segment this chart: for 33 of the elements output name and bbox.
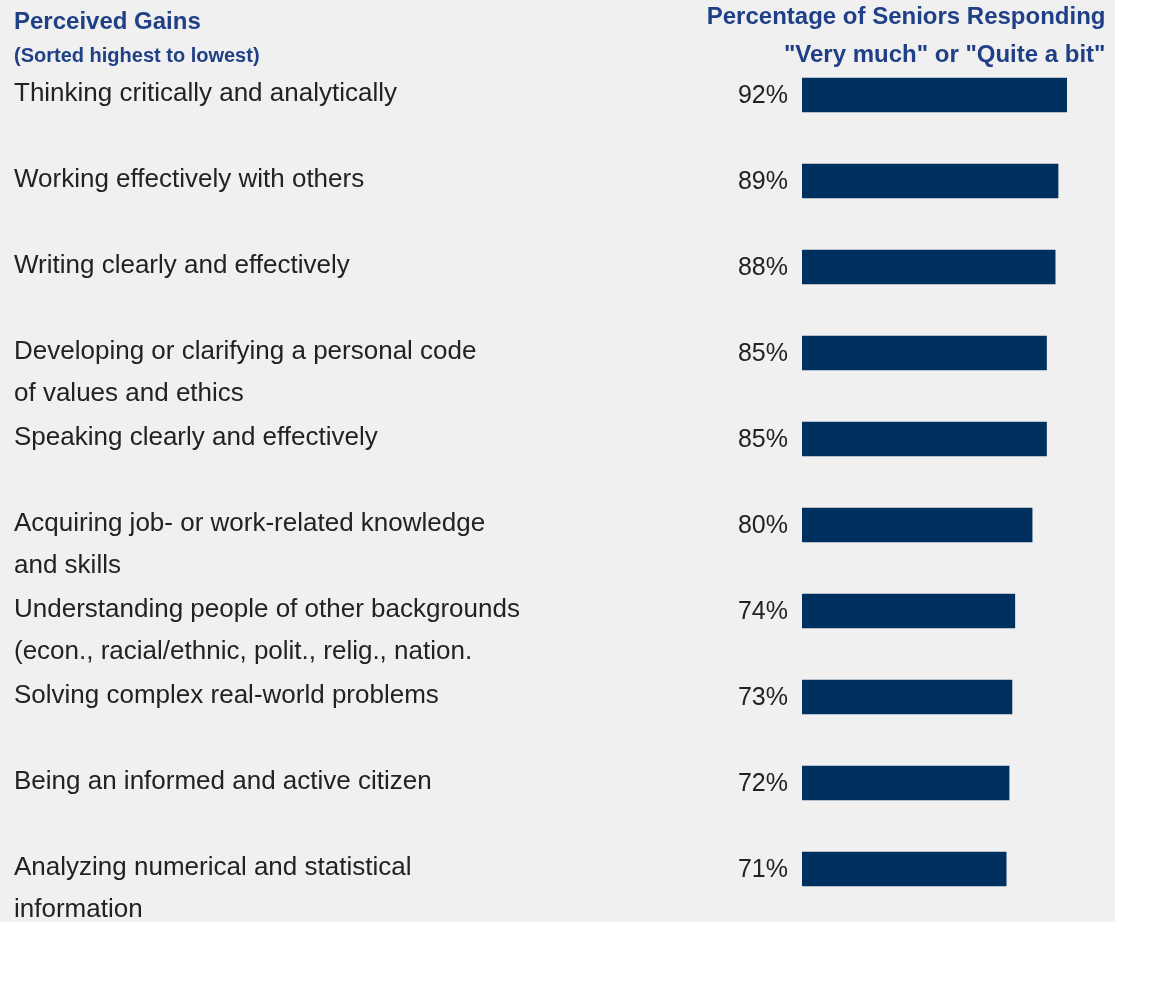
data-label: 92%: [737, 80, 788, 108]
y-tick-label: Being an informed and active citizen: [14, 765, 432, 795]
y-tick-label: Acquiring job- or work-related knowledge and skills: [14, 507, 486, 579]
y-tick-label: Developing or clarifying a personal code of values and ethics: [14, 335, 477, 407]
data-label: 73%: [737, 682, 788, 710]
y-tick-label: Working effectively with others: [14, 163, 365, 193]
bar: [802, 77, 1067, 113]
bar: [802, 163, 1059, 199]
bar: [802, 765, 1010, 801]
text: Perceived Gains: [14, 7, 201, 34]
y-tick-label: Analyzing numerical and statistical information: [14, 851, 412, 923]
y-tick-label: Thinking critically and analytically: [14, 77, 397, 107]
y-tick-label: Solving complex real-world problems: [14, 679, 439, 709]
data-label: 80%: [737, 510, 788, 538]
y-tick-label: Understanding people of other backgrounds (econ., racial/ethnic, polit., relig., nation.: [14, 593, 520, 665]
data-label: 85%: [737, 338, 788, 366]
bar: [802, 851, 1007, 887]
bar: [802, 249, 1056, 285]
y-tick-label: Speaking clearly and effectively: [14, 421, 378, 451]
text: (Sorted highest to lowest): [14, 44, 260, 66]
bar: [802, 421, 1047, 457]
data-label: 85%: [737, 424, 788, 452]
bar: [802, 593, 1016, 629]
data-label: 89%: [737, 166, 788, 194]
bar: [802, 507, 1033, 543]
x-axis-title: Percentage of Seniors Responding "Very much" or "Quite a bit": [706, 1, 1106, 67]
y-tick-label: Writing clearly and effectively: [14, 249, 350, 279]
data-label: 88%: [737, 252, 788, 280]
bar: [802, 679, 1013, 715]
bar: [802, 335, 1047, 371]
data-label: 74%: [737, 596, 788, 624]
data-label: 71%: [737, 854, 788, 882]
data-label: 72%: [737, 768, 788, 796]
